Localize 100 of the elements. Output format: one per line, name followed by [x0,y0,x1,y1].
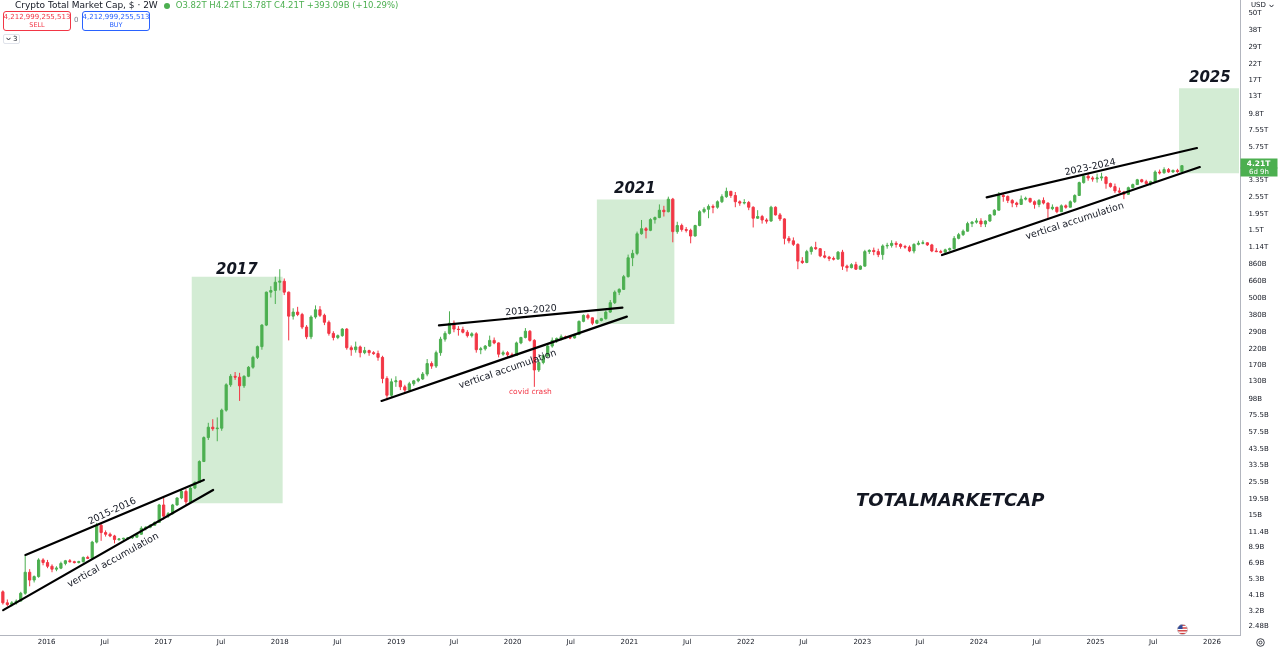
candlestick [711,203,715,214]
candlestick [59,561,63,570]
candlestick [54,565,59,572]
candlestick [1055,206,1059,214]
candlestick [1032,201,1037,210]
candlestick [1006,194,1010,204]
candlestick [836,250,840,261]
candlestick [706,203,711,219]
candlestick [340,327,344,338]
annotation: 2025 [1189,68,1231,86]
candlestick [184,488,188,506]
candlestick [45,559,50,569]
candlestick [595,319,599,324]
candlestick [831,255,836,261]
candlestick [1140,178,1144,184]
candlestick [965,221,970,233]
candlestick [930,243,934,253]
candlestick [1166,167,1171,174]
candlestick [756,209,760,220]
annotation: TOTALMARKETCAP [856,489,1045,510]
candlestick [662,205,666,218]
candlestick [363,346,367,355]
candlestick [912,242,916,254]
candlestick [666,196,670,213]
candlestick [586,313,590,321]
candlestick [970,220,974,228]
candlestick [425,358,429,377]
candlestick [894,240,898,249]
candlestick [41,557,45,566]
candlestick [1144,179,1148,186]
candlestick [974,217,979,225]
candlestick [675,221,679,235]
candlestick [470,331,474,338]
candlestick [680,223,684,233]
candlestick [769,205,773,223]
candlestick [773,205,778,217]
annotation: 2019-2020 [504,301,558,318]
candlestick [474,331,478,354]
candlestick [403,384,407,393]
candlestick [840,249,845,271]
candlestick [863,249,867,268]
candlestick [849,262,854,269]
candlestick [939,249,943,254]
candlestick [1135,178,1139,186]
candlestick [461,326,465,334]
candlestick [291,307,295,321]
candlestick [876,248,880,258]
candlestick [644,226,648,239]
candlestick [952,235,956,250]
candlestick [1113,183,1117,194]
candlestick [1153,169,1157,183]
candlestick [1010,199,1014,208]
candlestick [1,589,5,606]
candlestick [943,248,947,253]
candlestick [28,568,32,587]
candlestick [921,239,925,245]
annotation: 2017 [216,260,259,278]
candlestick [1037,198,1041,208]
candlestick [211,418,215,432]
candlestick [505,352,510,359]
candlestick [872,247,876,256]
candlestick [465,329,469,338]
candlestick [479,346,483,355]
candlestick [724,187,728,199]
candlestick [358,345,362,358]
candlestick [760,214,764,225]
candlestick [590,316,594,326]
candlestick [99,523,103,542]
candlestick [1050,203,1055,211]
candlestick [805,249,809,264]
candlestick [648,217,653,232]
candlestick [77,560,81,564]
chart-title: Crypto Total Market Cap, $ · 2W [15,0,158,10]
candlestick [354,341,358,354]
candlestick [412,379,416,387]
candlestick [742,198,746,205]
candlestick [1162,166,1166,174]
candlestick [112,534,117,544]
candlestick [671,197,675,243]
candlestick [782,217,787,245]
candlestick [764,217,769,225]
candlestick [979,217,983,228]
annotation: 2021 [614,179,656,197]
candlestick [1064,203,1068,210]
candlestick [68,558,72,564]
candlestick [827,255,831,262]
candlestick [430,360,434,370]
candlestick [1171,169,1175,174]
candlestick [1059,203,1063,213]
candlestick [903,244,907,250]
candlestick [1019,194,1023,206]
candlestick [854,261,858,271]
candlestick [881,243,885,261]
candlestick [988,213,992,223]
candlestick [907,244,912,253]
candlestick [86,555,90,560]
candlestick [63,559,67,566]
candlestick [50,563,54,573]
candlestick [1180,164,1184,173]
chart-subtitle: O3.82T H4.24T L3.78T C4.21T +393.09B (+10.29%) [175,0,399,11]
